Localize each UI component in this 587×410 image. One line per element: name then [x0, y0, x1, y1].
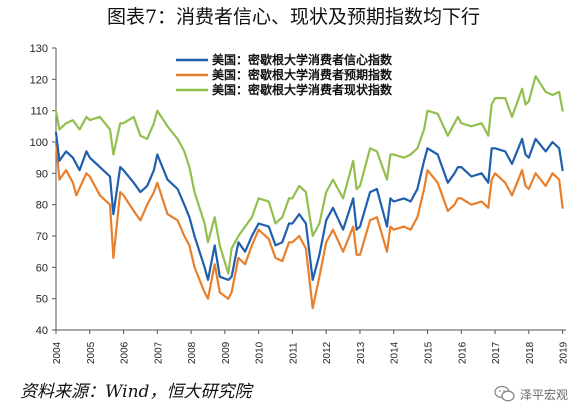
y-tick-label: 90 — [36, 168, 48, 180]
x-ticks: 2004 2005 2006 2007 2008 2009 2010 2011 2012 2013… — [52, 330, 570, 364]
x-tick-label: 2011 — [288, 342, 299, 364]
y-tick-label: 40 — [36, 325, 48, 337]
legend-label: 美国：密歇根大学消费者信心指数 — [212, 52, 393, 67]
y-tick-label: 50 — [36, 294, 48, 306]
y-tick-label: 130 — [30, 43, 48, 55]
series-layer — [54, 75, 564, 310]
source-note: 资料来源：Wind，恒大研究院 — [20, 382, 252, 402]
y-tick-label: 70 — [36, 231, 48, 243]
series-line-0 — [54, 131, 564, 281]
watermark-text: 泽平宏观 — [520, 387, 569, 402]
x-tick-label: 2009 — [221, 341, 232, 364]
x-tick-label: 2004 — [52, 341, 63, 364]
x-tick-label: 2014 — [390, 341, 401, 364]
x-tick-label: 2017 — [491, 341, 502, 364]
wechat-icon — [494, 385, 515, 402]
watermark: 泽平宏观 — [494, 384, 568, 404]
y-tick-label: 60 — [36, 262, 48, 274]
legend-label: 美国：密歇根大学消费者现状指数 — [212, 82, 393, 97]
series-line-1 — [54, 140, 564, 310]
x-tick-label: 2012 — [322, 341, 333, 364]
y-tick-label: 120 — [30, 74, 48, 86]
x-tick-label: 2005 — [86, 341, 97, 364]
x-tick-label: 2016 — [457, 341, 468, 364]
legend-label: 美国：密歇根大学消费者预期指数 — [212, 67, 393, 82]
x-tick-label: 2006 — [120, 341, 131, 364]
x-tick-label: 2015 — [424, 341, 435, 364]
legend: 美国：密歇根大学消费者信心指数美国：密歇根大学消费者预期指数美国：密歇根大学消费… — [176, 52, 393, 97]
x-tick-label: 2010 — [255, 341, 266, 364]
y-tick-label: 100 — [30, 137, 48, 149]
x-tick-label: 2008 — [187, 341, 198, 364]
y-tick-label: 110 — [30, 106, 48, 118]
x-tick-label: 2019 — [559, 341, 570, 364]
y-ticks: 40 50 60 70 80 90 100 110 120 130 — [30, 43, 56, 337]
page-title: 图表7：消费者信心、现状及预期指数均下行 — [106, 6, 481, 28]
x-tick-label: 2013 — [356, 341, 367, 364]
series-line-2 — [54, 75, 564, 275]
y-tick-label: 80 — [36, 200, 48, 212]
x-tick-label: 2007 — [153, 341, 164, 364]
x-tick-label: 2018 — [525, 341, 536, 364]
